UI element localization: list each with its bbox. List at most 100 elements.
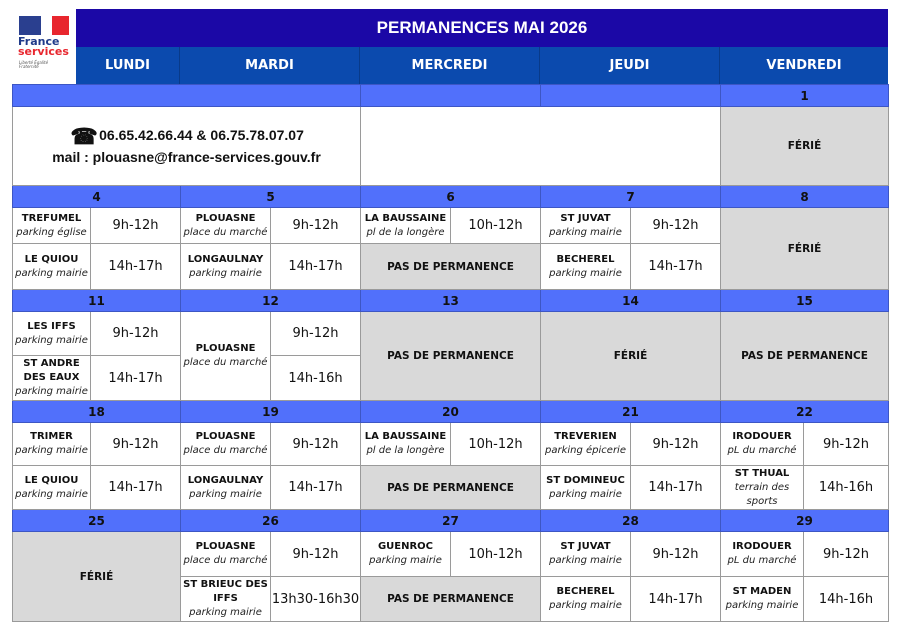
location-detail: parking mairie [549,226,622,238]
date-cell: 13 [360,289,541,312]
location-name: GUENROC [377,541,434,552]
closed-cell: PAS DE PERMANENCE [360,576,541,622]
slot-row: TREFUMEL parking église 9h-12h PLOUASNE plac… [12,207,890,290]
location-name: TREFUMEL [21,212,82,224]
contact-cell: ☎06.65.42.66.44 & 06.75.78.07.07 mail : … [12,106,361,186]
location-cell: ST THUAL terrain des sports [720,465,804,510]
time-cell: 9h-12h [270,311,361,356]
day-header-tuesday: MARDI [180,47,360,84]
time-cell: 10h-12h [450,531,541,577]
time-cell: 14h-17h [90,243,181,290]
date-cell: 8 [719,185,890,208]
date-cell: 7 [540,185,721,208]
date-cell: 29 [719,509,890,532]
time-cell: 14h-17h [270,465,361,510]
location-detail: parking mairie [549,488,622,500]
location-name: BECHEREL [556,586,615,597]
location-name: IRODOUER [732,541,792,552]
time-cell: 10h-12h [450,207,541,244]
day-header-monday: LUNDI [76,47,180,84]
location-name: IRODOUER [732,431,792,442]
location-cell: BECHEREL parking mairie [540,243,631,290]
location-cell: BECHEREL parking mairie [540,576,631,622]
location-name: ST ANDRE DES EAUX [23,358,80,383]
location-detail: parking mairie [725,600,799,611]
location-cell: PLOUASNE place du marché [180,422,271,466]
location-name: LE QUIOU [24,253,79,265]
slot-row: ST ANDRE DES EAUX parking mairie 14h-17h 14… [12,355,889,401]
location-cell: ST MADEN parking mairie [720,576,804,622]
time-cell: 14h-17h [630,576,721,622]
location-detail: place du marché [183,226,268,238]
location-detail: place du marché [183,555,268,566]
location-detail: parking mairie [369,555,442,566]
date-cell: 1 [719,84,890,107]
time-cell: 14h-17h [90,355,181,401]
location-cell: ST BRIEUC DES IFFS parking mairie [180,576,271,622]
time-cell: 9h-12h [90,422,181,466]
time-cell: 9h-12h [630,531,721,577]
slot-row: LE QUIOU parking mairie 14h-17h LONGAULNAY p… [12,243,889,290]
time-cell: 13h30-16h30 [270,576,361,622]
location-cell: PLOUASNE place du marché [180,311,271,401]
time-cell: 14h-16h [270,355,361,401]
location-detail: parking église [16,226,87,238]
location-cell: TREVERIEN parking épicerie [540,422,631,466]
marianne-flag-icon [19,16,69,35]
location-name: PLOUASNE [195,541,256,552]
time-cell: 9h-12h [90,311,181,356]
location-detail: parking mairie [15,386,88,397]
location-cell: GUENROC parking mairie [360,531,451,577]
location-cell: PLOUASNE place du marché [180,207,271,244]
location-detail: terrain des sports [734,481,790,507]
location-cell: LE QUIOU parking mairie [12,465,91,510]
day-header-friday: VENDREDI [720,47,888,84]
location-name: ST DOMINEUC [546,474,625,486]
date-cell [360,84,541,107]
location-cell: LONGAULNAY parking mairie [180,243,271,290]
time-cell: 9h-12h [630,207,721,244]
telephone-icon: ☎ [70,123,98,149]
slot-row: FÉRIÉ PLOUASNE place du marché 9h-12h GUENRO… [12,531,890,622]
date-cell: 12 [180,289,361,312]
location-detail: parking mairie [15,334,88,346]
time-cell: 14h-16h [802,465,890,510]
date-cell: 4 [12,185,181,208]
location-detail: parking mairie [15,488,88,500]
location-cell: PLOUASNE place du marché [180,531,271,577]
date-cell: 25 [12,509,181,532]
closed-cell: PAS DE PERMANENCE [360,243,541,290]
location-cell: IRODOUER pL du marché [720,531,804,577]
location-name: PLOUASNE [195,343,256,354]
closed-cell: PAS DE PERMANENCE [719,311,890,401]
empty-cell [360,106,721,186]
location-detail: pL du marché [727,555,797,566]
location-cell: ST ANDRE DES EAUX parking mairie [12,355,91,401]
location-name: ST BRIEUC DES IFFS [183,579,268,604]
date-cell: 20 [360,400,541,423]
date-cell: 18 [12,400,181,423]
location-detail: parking mairie [189,607,262,618]
phone-numbers: 06.65.42.66.44 & 06.75.78.07.07 [99,127,304,144]
time-cell: 9h-12h [270,422,361,466]
location-name: TREVERIEN [554,431,617,442]
time-cell: 9h-12h [270,207,361,244]
location-name: LA BAUSSAINE [364,431,447,442]
date-cell: 14 [540,289,721,312]
time-cell: 9h-12h [270,531,361,577]
location-cell: ST DOMINEUC parking mairie [540,465,631,510]
location-detail: parking mairie [549,555,622,566]
logo-motto: Liberté Égalité Fraternité [19,60,49,69]
location-name: ST THUAL [734,467,790,479]
closed-cell: FÉRIÉ [719,207,890,290]
date-cell [540,84,721,107]
location-name: TRIMER [30,431,73,442]
location-detail: parking mairie [189,267,262,279]
time-cell: 14h-17h [630,243,721,290]
date-cell: 19 [180,400,361,423]
closed-cell: PAS DE PERMANENCE [360,465,541,510]
time-cell: 9h-12h [630,422,721,466]
location-cell: ST JUVAT parking mairie [540,207,631,244]
date-cell: 6 [360,185,541,208]
